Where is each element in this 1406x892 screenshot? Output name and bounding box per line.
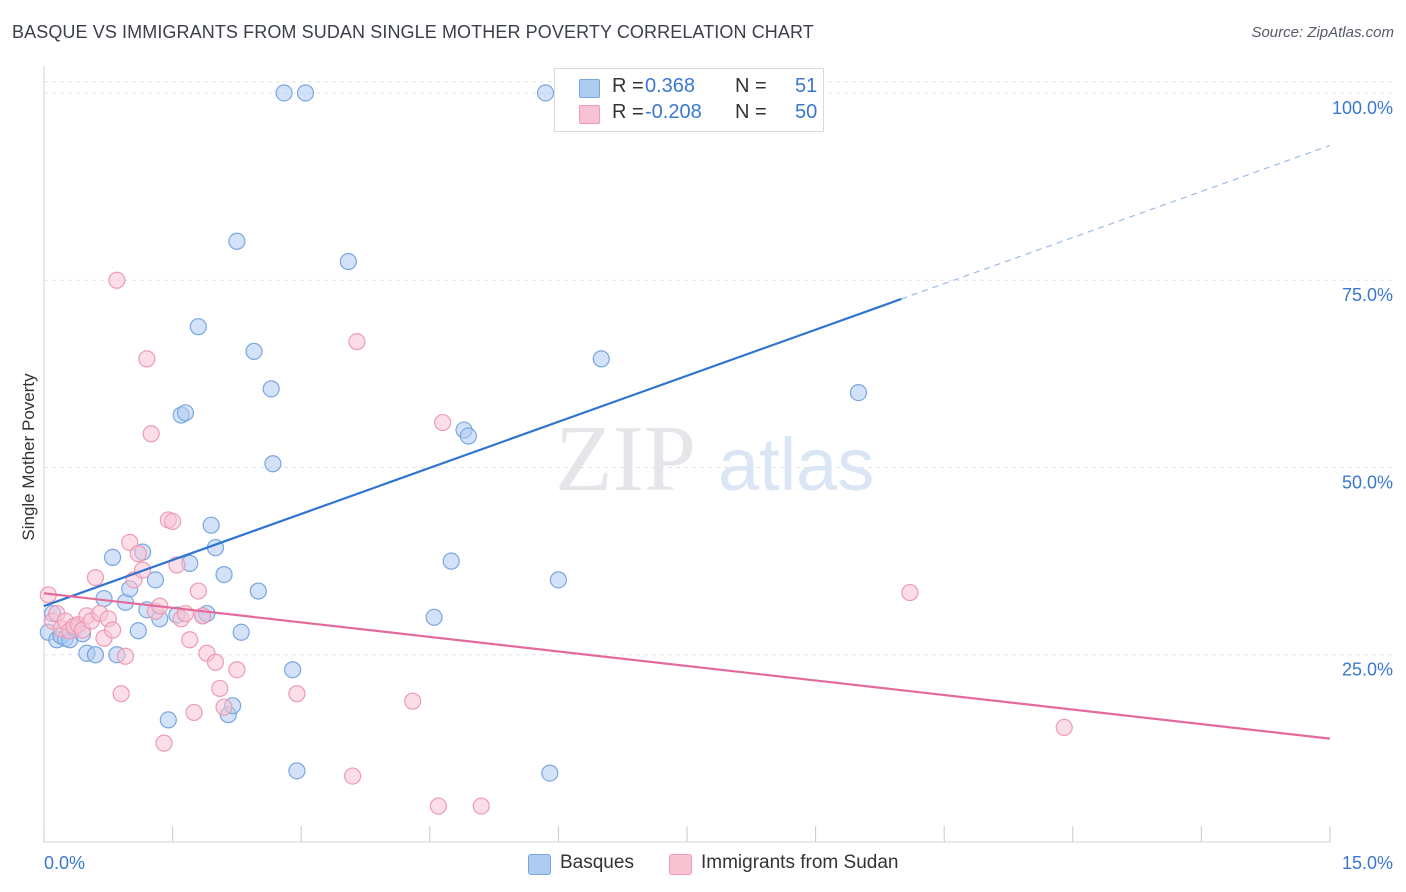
- basques-point: [849, 383, 868, 402]
- sudan-point: [164, 512, 182, 531]
- chart-title: BASQUE VS IMMIGRANTS FROM SUDAN SINGLE M…: [12, 22, 814, 42]
- n-label: N =: [735, 101, 767, 123]
- n-value: 51: [795, 75, 818, 97]
- zipatlas-watermark: ZIP atlas: [555, 407, 874, 511]
- basques-trend-extension: [901, 144, 1331, 300]
- basques-trend-line: [43, 297, 902, 608]
- basques-point: [275, 84, 293, 102]
- y-tick-label: 75.0%: [1342, 285, 1393, 305]
- sudan-point: [189, 582, 207, 600]
- source-credit: Source: ZipAtlas.com: [1251, 24, 1394, 41]
- tick-labels: 25.0% 50.0% 75.0% 100.0% 0.0% 15.0%: [44, 98, 1393, 873]
- sudan-point: [404, 692, 422, 710]
- basques-point: [146, 571, 165, 589]
- sudan-point: [228, 661, 246, 679]
- sudan-point: [434, 413, 452, 432]
- sudan-point: [185, 703, 203, 722]
- sudan-point: [108, 271, 126, 289]
- r-value: -0.208: [645, 101, 702, 123]
- basques-point: [541, 764, 559, 782]
- basques-point: [549, 571, 568, 589]
- y-tick-label: 25.0%: [1342, 660, 1393, 680]
- basques-point: [176, 404, 195, 422]
- sudan-point: [211, 679, 229, 698]
- basques-legend-swatch: [528, 854, 551, 875]
- sudan-point: [429, 797, 447, 815]
- sudan-point: [142, 425, 160, 443]
- watermark-atlas: atlas: [718, 423, 874, 506]
- n-value: 50: [795, 101, 818, 123]
- sudan-legend-swatch: [669, 854, 692, 875]
- sudan-swatch: [579, 105, 600, 124]
- basques-point: [202, 516, 220, 534]
- n-label: N =: [735, 75, 767, 97]
- watermark-zip: ZIP: [555, 407, 696, 511]
- sudan-point: [472, 797, 490, 815]
- basques-swatch: [579, 79, 600, 98]
- sudan-point: [155, 734, 173, 752]
- r-value: 0.368: [645, 75, 696, 97]
- sudan-point: [206, 653, 225, 671]
- r-label: R =: [612, 101, 644, 123]
- sudan-point: [215, 698, 233, 716]
- basques-point: [262, 380, 280, 398]
- basques-point: [425, 608, 443, 626]
- basques-point: [103, 548, 122, 566]
- sudan-point: [1055, 718, 1073, 737]
- r-label: R =: [612, 75, 644, 97]
- y-axis-label: Single Mother Poverty: [19, 373, 38, 541]
- basques-point: [249, 582, 267, 600]
- basques-point: [459, 427, 477, 445]
- basques-point: [288, 762, 306, 780]
- basques-point: [592, 350, 610, 368]
- y-tick-label: 50.0%: [1342, 472, 1393, 492]
- basques-point: [228, 232, 246, 250]
- sudan-point: [116, 647, 135, 665]
- sudan-point: [138, 350, 156, 368]
- series-sudan-points: [39, 271, 1073, 815]
- basques-point: [245, 342, 263, 360]
- basques-point: [296, 84, 315, 102]
- basques-point: [536, 84, 555, 102]
- basques-point: [189, 318, 207, 336]
- sudan-point: [129, 545, 147, 563]
- axes: [43, 66, 1331, 843]
- basques-point: [232, 623, 250, 641]
- sudan-point: [288, 685, 306, 703]
- sudan-point: [344, 767, 362, 785]
- legend-label-basques: Basques: [560, 852, 634, 873]
- basques-point: [129, 622, 147, 640]
- sudan-point: [348, 333, 366, 351]
- sudan-point: [112, 685, 130, 703]
- basques-point: [86, 646, 105, 664]
- trend-lines: [43, 144, 1331, 740]
- basques-point: [442, 552, 460, 570]
- x-tick-label: 0.0%: [44, 853, 85, 873]
- sudan-point: [86, 568, 105, 587]
- x-tick-label: 15.0%: [1342, 853, 1393, 873]
- sudan-point: [103, 621, 122, 639]
- basques-point: [215, 565, 233, 584]
- basques-point: [339, 252, 357, 271]
- legend-label-sudan: Immigrants from Sudan: [701, 852, 899, 873]
- grid-lines: [44, 81, 1392, 656]
- sudan-trend-line: [43, 592, 1331, 740]
- stats-legend: R = 0.368 N = 51 R = -0.208 N = 50: [554, 68, 824, 132]
- basques-point: [284, 661, 302, 679]
- basques-point: [264, 455, 282, 473]
- sudan-point: [181, 631, 199, 649]
- sudan-point: [901, 583, 919, 602]
- basques-point: [159, 711, 177, 729]
- y-tick-label: 100.0%: [1332, 98, 1393, 118]
